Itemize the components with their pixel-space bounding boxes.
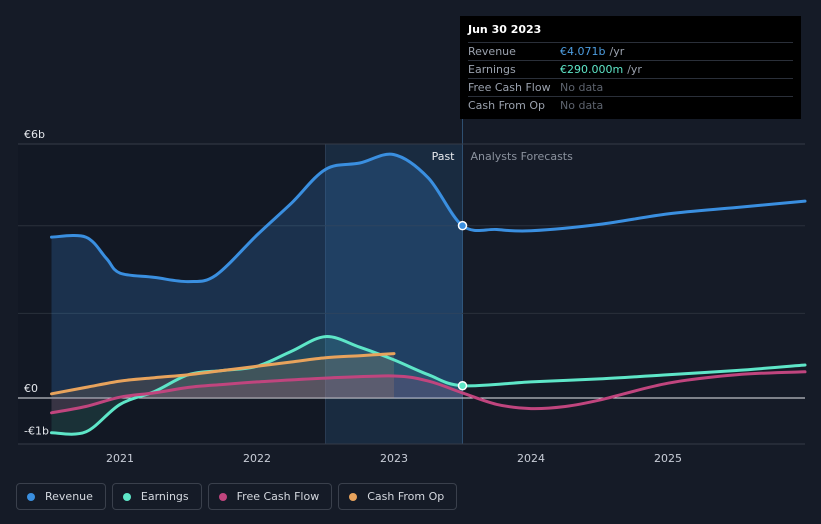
legend-item-revenue[interactable]: Revenue [16, 483, 106, 510]
legend-label: Cash From Op [367, 490, 445, 503]
tooltip-row-value: No data [560, 99, 604, 112]
earnings-area [51, 336, 463, 435]
free-cash-flow-area [51, 375, 463, 413]
tooltip-row-unit: /yr [627, 63, 642, 76]
earnings-dot-icon [122, 492, 131, 501]
tooltip-row-earnings: Earnings €290.000m /yr [468, 60, 793, 78]
legend-label: Earnings [140, 490, 189, 503]
x-tick-label: 2025 [654, 452, 682, 465]
y-tick-label: -€1b [24, 424, 49, 437]
tooltip-row-cash-from-op: Cash From Op No data [468, 96, 793, 114]
cash-from-op-dot-icon [349, 492, 358, 501]
legend-label: Free Cash Flow [236, 490, 320, 503]
tooltip-row-label: Free Cash Flow [468, 81, 551, 94]
x-tick-label: 2021 [106, 452, 134, 465]
tooltip: Jun 30 2023 Revenue €4.071b /yr Earnings… [460, 16, 801, 119]
legend: Revenue Earnings Free Cash Flow Cash Fro… [16, 483, 458, 510]
tooltip-row-label: Earnings [468, 63, 516, 76]
cash-from-op-line [50, 352, 396, 396]
legend-label: Revenue [45, 490, 93, 503]
x-tick-label: 2024 [517, 452, 545, 465]
tooltip-row-label: Cash From Op [468, 99, 546, 112]
cash-from-op-area [51, 353, 394, 398]
free-cash-flow-dot-icon [218, 492, 227, 501]
legend-item-free-cash-flow[interactable]: Free Cash Flow [207, 483, 333, 510]
past-label: Past [432, 150, 456, 163]
tooltip-row-free-cash-flow: Free Cash Flow No data [468, 78, 793, 96]
legend-item-earnings[interactable]: Earnings [111, 483, 202, 510]
revenue-marker [457, 220, 468, 231]
x-tick-label: 2022 [243, 452, 271, 465]
tooltip-date: Jun 30 2023 [468, 23, 542, 36]
earnings-marker [457, 380, 468, 391]
y-tick-label: €6b [24, 128, 45, 141]
tooltip-row-value: No data [560, 81, 604, 94]
revenue-area [51, 154, 463, 398]
tooltip-row-value: €4.071b [560, 45, 606, 58]
forecast-label: Analysts Forecasts [471, 150, 574, 163]
legend-item-cash-from-op[interactable]: Cash From Op [338, 483, 458, 510]
tooltip-row-value: €290.000m [560, 63, 624, 76]
tooltip-row-label: Revenue [468, 45, 516, 58]
tooltip-row-unit: /yr [609, 45, 625, 58]
free-cash-flow-line [50, 370, 807, 415]
x-tick-label: 2023 [380, 452, 408, 465]
revenue-dot-icon [27, 492, 35, 501]
tooltip-row-revenue: Revenue €4.071b /yr [468, 42, 793, 60]
revenue-line [50, 152, 807, 284]
y-tick-label: €0 [24, 382, 38, 395]
